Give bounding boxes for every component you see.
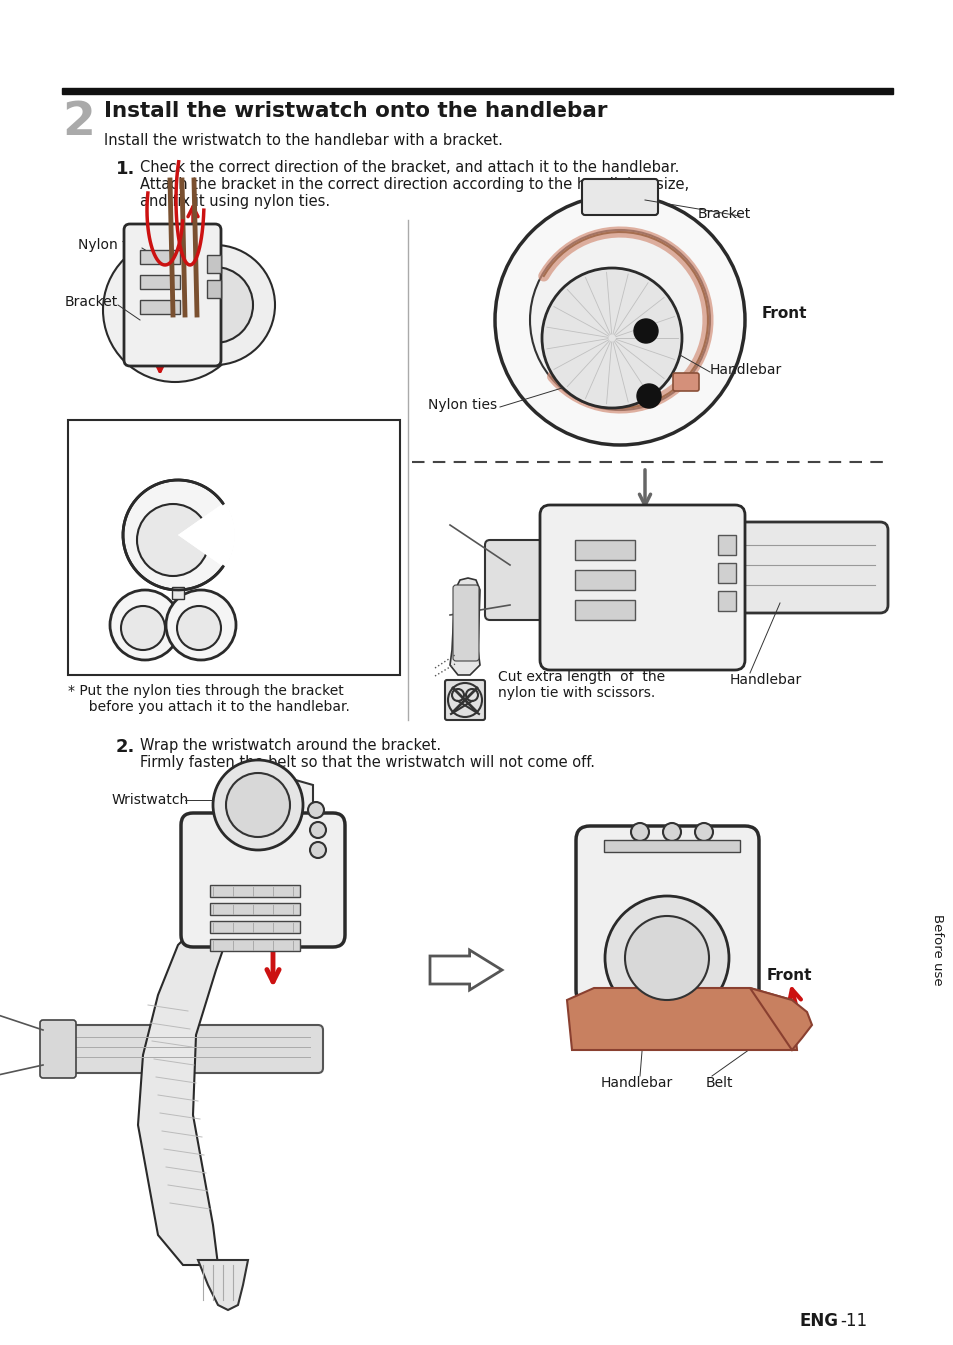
FancyBboxPatch shape: [672, 373, 699, 391]
Circle shape: [662, 823, 680, 841]
FancyBboxPatch shape: [40, 1020, 76, 1077]
Text: Attach the bracket in the correct direction according to the handlebar size,: Attach the bracket in the correct direct…: [140, 178, 688, 192]
Circle shape: [121, 607, 165, 650]
Bar: [718, 535, 735, 555]
Circle shape: [495, 195, 744, 445]
Text: Bracket: Bracket: [65, 295, 118, 309]
Bar: [207, 256, 221, 273]
Circle shape: [637, 385, 660, 408]
Bar: [210, 902, 299, 915]
FancyBboxPatch shape: [453, 585, 478, 660]
Bar: [140, 250, 180, 264]
Text: Standard handlebar: Standard handlebar: [83, 432, 221, 447]
Text: Front: Front: [761, 307, 806, 321]
Bar: [172, 586, 184, 599]
Text: Front: Front: [251, 611, 296, 625]
Circle shape: [127, 262, 223, 358]
Circle shape: [123, 480, 233, 590]
FancyBboxPatch shape: [581, 179, 658, 215]
Polygon shape: [749, 989, 811, 1050]
Circle shape: [213, 760, 303, 850]
Bar: [718, 590, 735, 611]
Text: Oversize bar: Oversize bar: [83, 562, 171, 576]
Circle shape: [308, 802, 324, 818]
Circle shape: [310, 822, 326, 838]
FancyBboxPatch shape: [181, 812, 345, 947]
Text: Front: Front: [766, 968, 812, 983]
Bar: [210, 921, 299, 933]
Bar: [62, 87, 892, 94]
Text: -11: -11: [840, 1311, 866, 1330]
Text: Handlebar: Handlebar: [709, 363, 781, 377]
Circle shape: [154, 245, 274, 364]
FancyBboxPatch shape: [576, 826, 759, 1003]
Circle shape: [624, 916, 708, 999]
Polygon shape: [566, 989, 796, 1050]
Text: Wrap the wristwatch around the bracket.: Wrap the wristwatch around the bracket.: [140, 738, 440, 753]
Wedge shape: [178, 502, 234, 568]
Text: Check the correct direction of the bracket, and attach it to the handlebar.: Check the correct direction of the brack…: [140, 160, 679, 175]
Text: Nylon ties: Nylon ties: [78, 238, 147, 252]
Circle shape: [604, 896, 728, 1020]
Circle shape: [137, 504, 209, 576]
Text: Handlebar: Handlebar: [729, 672, 801, 687]
FancyBboxPatch shape: [124, 225, 221, 366]
Circle shape: [110, 590, 180, 660]
Text: Install the wristwatch onto the handlebar: Install the wristwatch onto the handleba…: [104, 101, 607, 121]
Bar: [575, 600, 635, 620]
Circle shape: [634, 319, 658, 343]
Text: Belt: Belt: [705, 1076, 733, 1089]
Bar: [68, 420, 399, 675]
Text: Wristwatch: Wristwatch: [112, 794, 189, 807]
Circle shape: [630, 823, 648, 841]
Circle shape: [541, 268, 681, 408]
Text: Handlebar: Handlebar: [600, 1076, 673, 1089]
Circle shape: [177, 268, 253, 343]
Polygon shape: [430, 950, 501, 990]
Text: 1.: 1.: [116, 160, 135, 178]
Polygon shape: [138, 929, 228, 1266]
FancyBboxPatch shape: [539, 504, 744, 670]
Bar: [575, 539, 635, 560]
Text: Cut extra length  of  the: Cut extra length of the: [497, 670, 664, 685]
Bar: [603, 841, 740, 851]
Text: 1: 1: [641, 334, 649, 344]
Text: 2: 2: [62, 100, 94, 145]
Bar: [140, 274, 180, 289]
Circle shape: [103, 238, 247, 382]
Bar: [718, 564, 735, 582]
Bar: [210, 939, 299, 951]
Text: Nylon ties: Nylon ties: [428, 398, 497, 412]
Text: and fix it using nylon ties.: and fix it using nylon ties.: [140, 194, 330, 208]
Polygon shape: [450, 578, 479, 675]
Bar: [575, 570, 635, 590]
FancyBboxPatch shape: [484, 539, 559, 620]
Circle shape: [310, 842, 326, 858]
Circle shape: [166, 590, 235, 660]
Text: Bracket: Bracket: [698, 207, 750, 221]
FancyBboxPatch shape: [53, 1025, 323, 1073]
Bar: [210, 885, 299, 897]
Polygon shape: [198, 1260, 248, 1310]
FancyBboxPatch shape: [444, 681, 484, 720]
Wedge shape: [178, 502, 234, 568]
Circle shape: [177, 607, 221, 650]
Text: nylon tie with scissors.: nylon tie with scissors.: [497, 686, 655, 699]
Text: * Put the nylon ties through the bracket: * Put the nylon ties through the bracket: [68, 685, 343, 698]
Circle shape: [530, 230, 709, 410]
Text: ENG: ENG: [800, 1311, 838, 1330]
Text: Front: Front: [251, 521, 296, 535]
Text: Before use: Before use: [930, 915, 943, 986]
Bar: [140, 300, 180, 313]
Circle shape: [226, 773, 290, 837]
FancyBboxPatch shape: [697, 522, 887, 613]
Text: before you attach it to the handlebar.: before you attach it to the handlebar.: [80, 699, 350, 714]
Text: 2.: 2.: [116, 738, 135, 756]
Circle shape: [695, 823, 712, 841]
Polygon shape: [228, 775, 313, 823]
Text: 2: 2: [644, 399, 652, 409]
Text: Firmly fasten the belt so that the wristwatch will not come off.: Firmly fasten the belt so that the wrist…: [140, 755, 595, 769]
Text: Install the wristwatch to the handlebar with a bracket.: Install the wristwatch to the handlebar …: [104, 133, 502, 148]
Bar: [207, 280, 221, 299]
